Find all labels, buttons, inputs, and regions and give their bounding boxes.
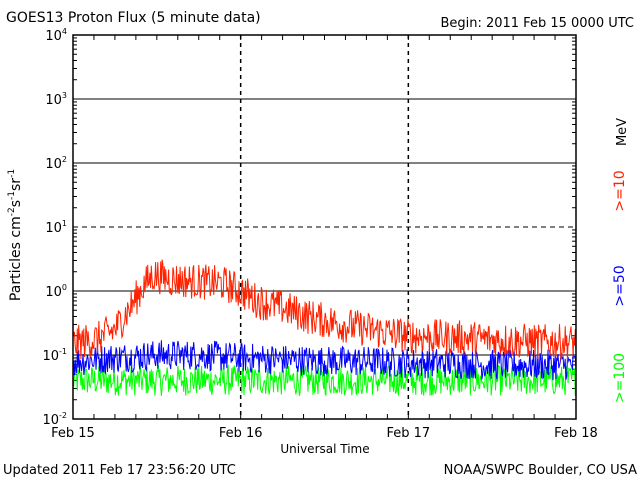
y-axis-label-main: Particles cm (8, 216, 24, 301)
y-axis-label: Particles cm-2s-1sr-1 (7, 169, 24, 301)
series-line-gte50 (72, 340, 577, 381)
x-axis-label: Universal Time (280, 442, 369, 456)
series-line-gte10 (72, 259, 577, 362)
x-tick-label: Feb 15 (51, 426, 95, 441)
updated-timestamp: Updated 2011 Feb 17 23:56:20 UTC (3, 463, 236, 478)
y-tick-label: 100 (45, 283, 67, 300)
source-label: NOAA/SWPC Boulder, CO USA (444, 463, 637, 478)
legend: MeV >=10 >=50 >=100 (612, 118, 630, 403)
unit-label: MeV (615, 118, 630, 146)
x-tick-label: Feb 17 (386, 426, 430, 441)
series-line-gte100 (72, 364, 577, 397)
x-tick-label: Feb 18 (554, 426, 598, 441)
chart-title: GOES13 Proton Flux (5 minute data) (6, 10, 261, 26)
y-axis-label-exp1: -2 (7, 207, 17, 216)
y-axis-label-s: s (8, 200, 24, 207)
x-tick-label: Feb 16 (219, 426, 263, 441)
y-axis-label-sr: sr (8, 178, 24, 191)
y-tick-label: 10-2 (42, 411, 67, 428)
begin-time-label: Begin: 2011 Feb 15 0000 UTC (440, 16, 634, 31)
plot-area: 10-2 10-1 100 101 102 103 104 Feb 15 Feb 16 Feb 1… (42, 27, 597, 441)
legend-series-gte100: >=100 (612, 353, 628, 403)
y-axis-label-exp3: -1 (7, 169, 17, 178)
y-axis-label-exp2: -1 (7, 191, 17, 200)
plot-frame (72, 34, 577, 420)
y-tick-label: 101 (45, 219, 67, 236)
svg-text:Particles cm-2s-1sr-1: Particles cm-2s-1sr-1 (7, 169, 24, 301)
y-tick-label: 103 (45, 91, 67, 108)
y-tick-label: 10-1 (42, 347, 67, 364)
legend-series-gte10: >=10 (612, 170, 628, 211)
y-tick-label: 102 (45, 155, 67, 172)
y-tick-label: 104 (45, 27, 67, 44)
legend-series-gte50: >=50 (612, 265, 628, 306)
